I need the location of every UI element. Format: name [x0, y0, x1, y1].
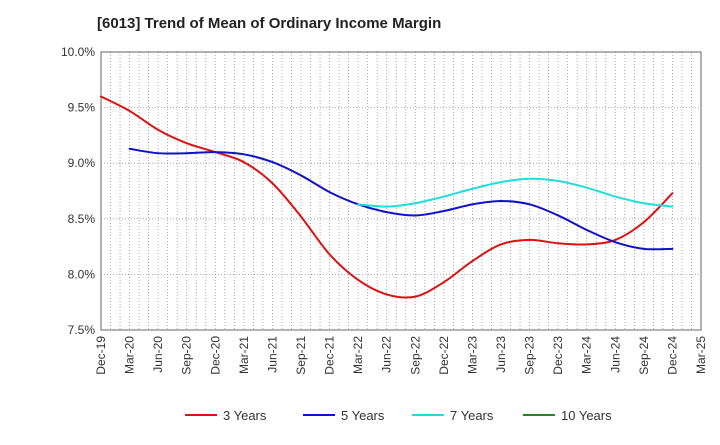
y-tick-label: 8.0%: [68, 267, 96, 281]
x-tick-label: Sep-23: [523, 336, 537, 375]
grid: [101, 51, 701, 331]
x-tick-label: Dec-21: [323, 336, 337, 375]
legend-label: 10 Years: [561, 408, 612, 423]
legend-label: 3 Years: [223, 408, 267, 423]
legend: 3 Years 5 Years 7 Years 10 Years: [185, 408, 612, 423]
series-line-5-years: [128, 147, 674, 251]
x-tick-label: Dec-23: [551, 336, 565, 375]
x-tick-label: Mar-21: [237, 336, 251, 374]
x-tick-label: Jun-22: [380, 336, 394, 373]
x-tick-label: Sep-22: [408, 336, 422, 375]
x-tick-label: Jun-20: [151, 336, 165, 373]
legend-item: 5 Years: [303, 408, 385, 423]
x-tick-label: Jun-23: [494, 336, 508, 373]
chart-title: [6013] Trend of Mean of Ordinary Income …: [97, 15, 442, 32]
x-tick-label: Mar-20: [123, 336, 137, 374]
plot-frame: [100, 51, 702, 331]
x-tick-label: Mar-22: [351, 336, 365, 374]
x-tick-label: Sep-21: [294, 336, 308, 375]
y-tick-label: 10.0%: [61, 45, 95, 59]
x-tick-label: Mar-25: [694, 336, 708, 374]
x-tick-label: Dec-22: [437, 336, 451, 375]
x-tick-label: Dec-20: [208, 336, 222, 375]
y-tick-label: 7.5%: [68, 323, 96, 337]
legend-label: 7 Years: [450, 408, 494, 423]
x-tick-label: Mar-24: [580, 336, 594, 374]
legend-item: 3 Years: [185, 408, 267, 423]
legend-item: 10 Years: [523, 408, 612, 423]
y-tick-label: 9.0%: [68, 156, 96, 170]
x-tick-label: Jun-21: [265, 336, 279, 373]
x-tick-label: Dec-24: [665, 336, 679, 375]
y-tick-label: 9.5%: [68, 101, 96, 115]
x-tick-label: Sep-20: [180, 336, 194, 375]
y-tick-label: 8.5%: [68, 212, 96, 226]
legend-label: 5 Years: [341, 408, 385, 423]
series-lines: [100, 95, 674, 299]
axes: 7.5% 8.0% 8.5% 9.0% 9.5% 10.0% Dec-19 Mar-20 Jun…: [61, 45, 708, 375]
series-line-7-years: [357, 177, 674, 208]
x-tick-label: Mar-23: [465, 336, 479, 374]
x-tick-label: Jun-24: [608, 336, 622, 373]
series-line-3-years: [100, 95, 674, 299]
x-tick-label: Sep-24: [637, 336, 651, 375]
x-tick-label: Dec-19: [94, 336, 108, 375]
legend-item: 7 Years: [412, 408, 494, 423]
